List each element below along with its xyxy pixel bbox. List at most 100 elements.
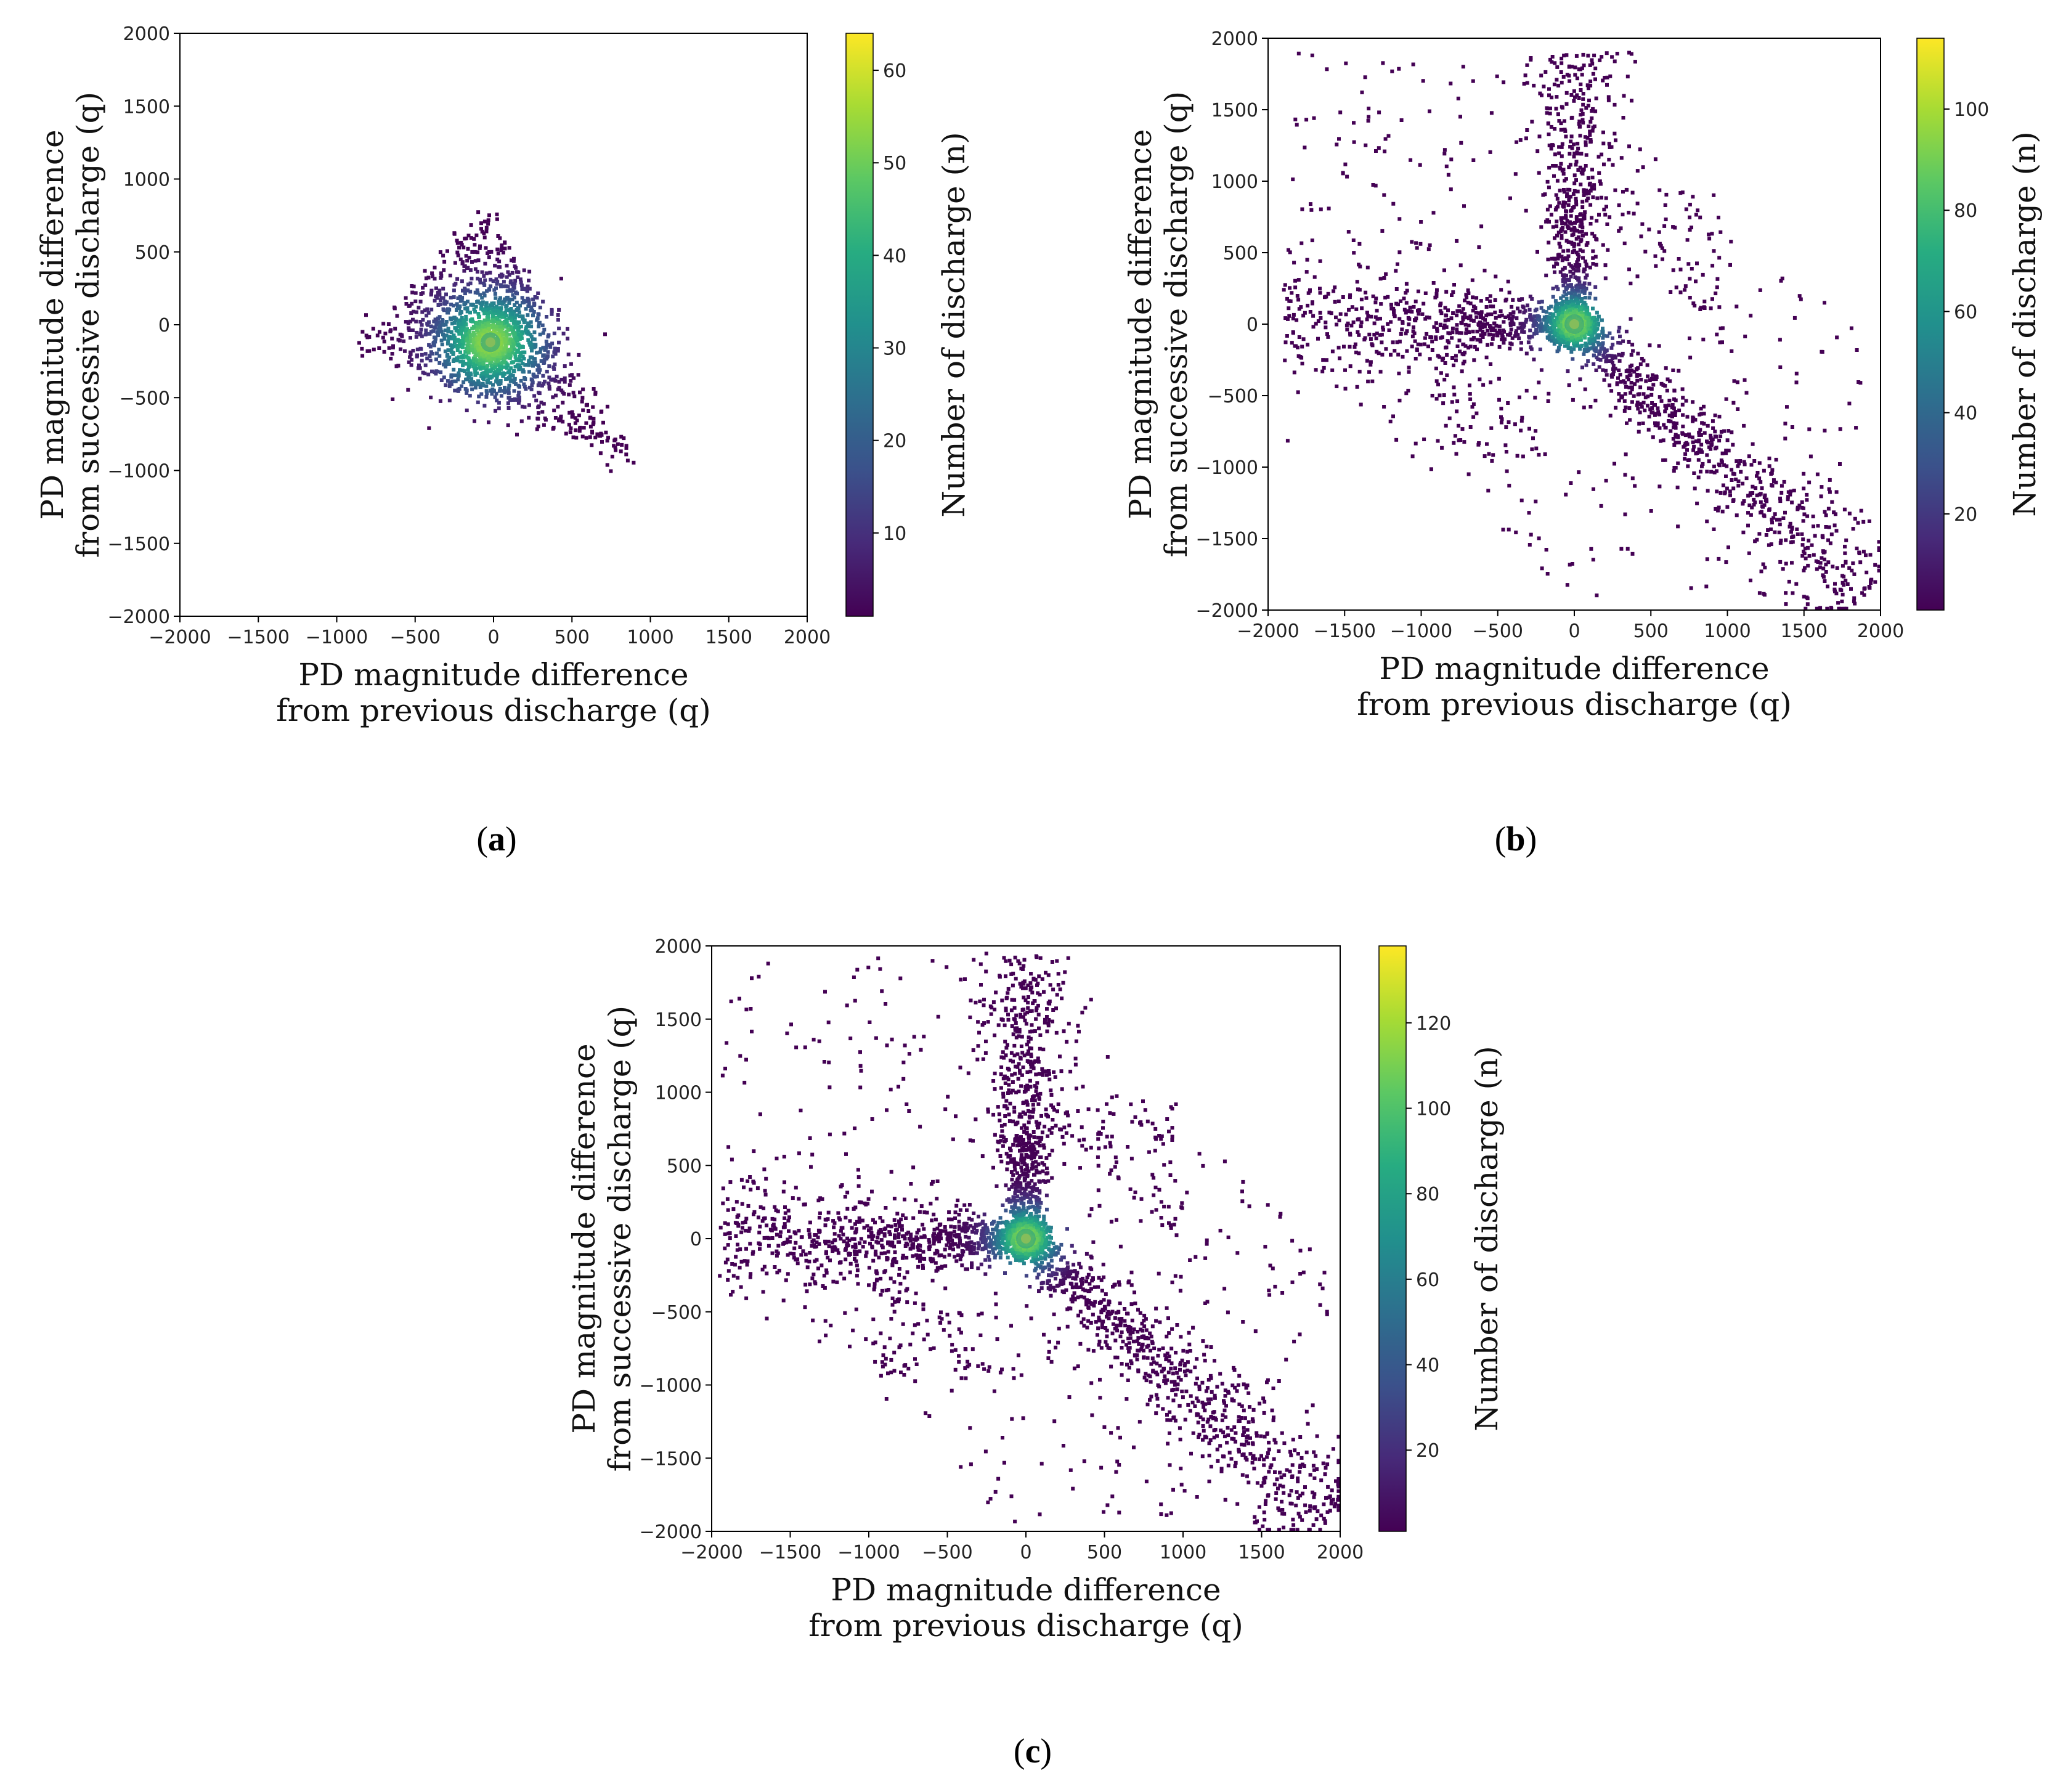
data-point xyxy=(1345,327,1349,332)
data-point xyxy=(1478,325,1482,329)
data-point xyxy=(1297,307,1301,311)
data-point xyxy=(1582,291,1587,295)
data-point xyxy=(1582,216,1586,220)
data-point xyxy=(1478,340,1482,344)
data-point xyxy=(588,415,593,420)
data-point xyxy=(1585,328,1590,332)
data-point xyxy=(513,352,517,356)
data-point xyxy=(415,310,418,314)
data-point xyxy=(1862,593,1866,597)
data-point xyxy=(625,458,630,463)
data-point xyxy=(398,332,402,336)
data-point xyxy=(1820,534,1824,539)
data-point xyxy=(526,338,531,342)
data-point xyxy=(462,264,466,268)
data-point xyxy=(1667,399,1672,402)
data-point xyxy=(554,393,558,397)
data-point xyxy=(588,425,593,429)
data-point xyxy=(1767,464,1771,468)
data-point xyxy=(1568,79,1572,83)
data-point xyxy=(546,350,550,354)
data-point xyxy=(409,311,413,316)
data-point xyxy=(1702,299,1707,304)
data-point xyxy=(1544,70,1548,74)
data-point xyxy=(1578,224,1582,228)
data-point xyxy=(1440,335,1444,340)
data-point xyxy=(1688,277,1692,281)
data-point xyxy=(1699,442,1704,447)
data-point xyxy=(497,310,501,314)
data-point xyxy=(1630,190,1635,195)
data-point xyxy=(588,435,592,439)
data-point xyxy=(1621,190,1625,194)
data-point xyxy=(1794,380,1799,385)
data-point xyxy=(1764,533,1768,537)
data-point xyxy=(418,332,422,336)
data-point xyxy=(531,297,535,301)
data-point xyxy=(1450,356,1454,360)
data-point xyxy=(1375,309,1379,313)
data-point xyxy=(471,350,476,354)
data-point xyxy=(1548,106,1552,110)
data-point xyxy=(1605,334,1609,338)
data-point xyxy=(482,291,486,295)
data-point xyxy=(442,362,446,367)
data-point xyxy=(476,362,480,367)
data-point xyxy=(1578,165,1582,169)
data-point xyxy=(1755,474,1759,478)
data-point xyxy=(1507,420,1511,425)
data-point xyxy=(1622,379,1625,383)
data-point xyxy=(1556,256,1560,261)
data-point xyxy=(1685,238,1690,242)
data-point xyxy=(1826,584,1829,589)
data-point xyxy=(529,324,534,328)
data-point xyxy=(1305,258,1309,262)
data-point xyxy=(1520,297,1524,301)
data-point xyxy=(443,328,447,333)
data-point xyxy=(1573,229,1577,233)
data-point xyxy=(1751,442,1755,446)
data-point xyxy=(1310,301,1314,306)
data-point xyxy=(1593,325,1597,329)
data-point xyxy=(555,375,559,379)
data-point xyxy=(1482,324,1487,328)
data-point xyxy=(604,430,608,434)
data-point xyxy=(1384,347,1388,351)
data-point xyxy=(1759,569,1763,574)
data-point xyxy=(581,387,585,391)
data-point xyxy=(433,370,437,375)
data-point xyxy=(563,380,567,384)
data-point xyxy=(429,396,433,399)
data-point xyxy=(1293,344,1297,348)
data-point xyxy=(1405,288,1409,293)
data-point xyxy=(1783,422,1788,426)
data-point xyxy=(1336,299,1341,304)
data-point xyxy=(1844,538,1849,542)
data-point xyxy=(1412,304,1416,309)
data-point xyxy=(1485,297,1489,301)
data-point xyxy=(1571,267,1576,271)
data-point xyxy=(1564,296,1569,301)
data-point xyxy=(1718,326,1723,330)
data-point xyxy=(1579,285,1583,290)
data-point xyxy=(470,277,474,281)
data-point xyxy=(1730,430,1734,434)
data-point xyxy=(1577,336,1581,340)
data-point xyxy=(1383,295,1388,299)
data-point xyxy=(1815,472,1820,476)
data-point xyxy=(521,362,525,366)
data-point xyxy=(465,266,469,270)
data-point xyxy=(1725,486,1729,491)
data-point xyxy=(483,278,487,282)
data-point xyxy=(530,360,534,365)
data-point xyxy=(1514,331,1518,335)
data-point xyxy=(462,335,466,339)
data-point xyxy=(1734,478,1738,481)
data-point xyxy=(1411,329,1415,333)
data-point xyxy=(516,326,521,330)
data-point xyxy=(1333,299,1337,304)
data-point xyxy=(1442,148,1447,152)
data-point xyxy=(457,374,461,378)
data-point xyxy=(1488,294,1492,298)
data-point xyxy=(1553,61,1557,65)
